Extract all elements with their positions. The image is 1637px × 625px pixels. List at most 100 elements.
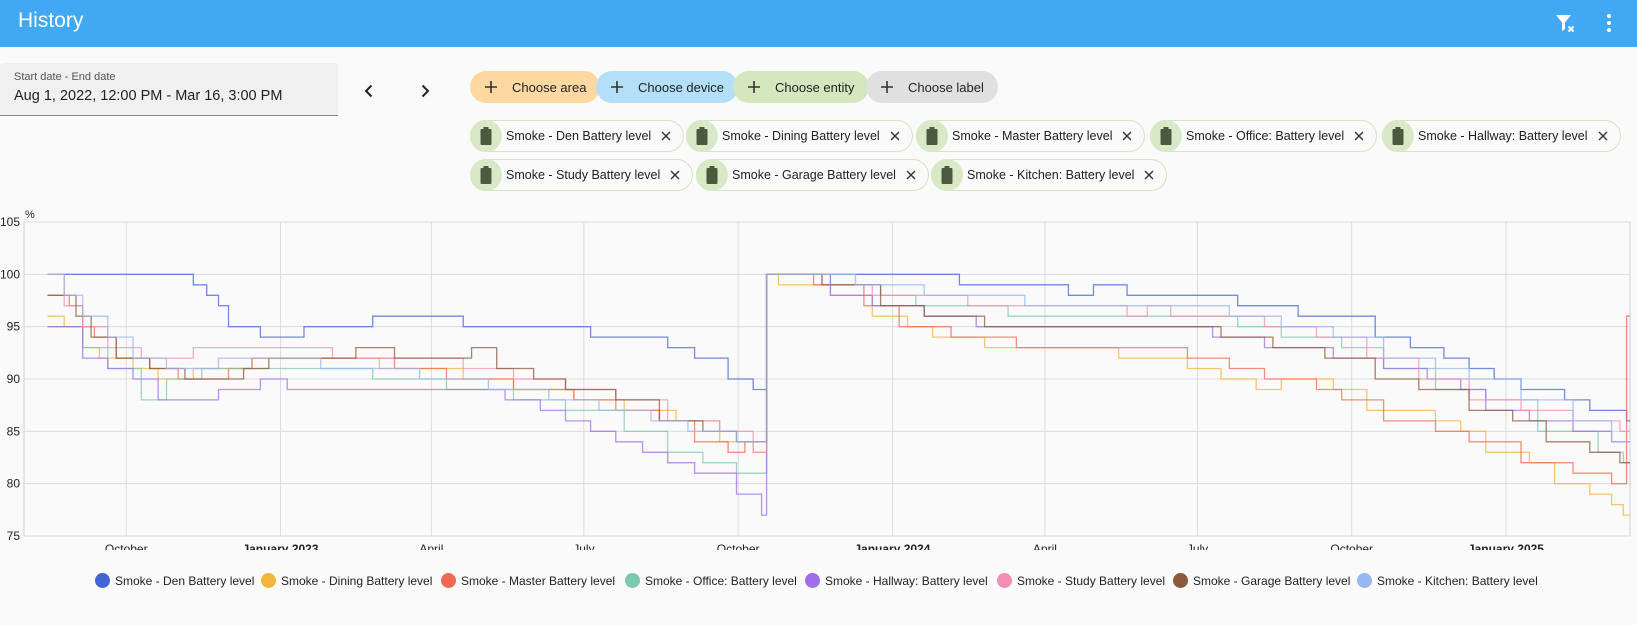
top-app-bar: History bbox=[0, 0, 1637, 47]
chevron-left-icon bbox=[364, 84, 373, 98]
entity-chip-label: Smoke - Study Battery level bbox=[506, 168, 661, 182]
history-chart: 75 80 85 90 95 100 105 % October January 2023 Apri… bbox=[0, 209, 1631, 550]
x-tick-label: July bbox=[1187, 542, 1208, 550]
entity-chip-label: Smoke - Hallway: Battery level bbox=[1418, 129, 1588, 143]
legend-swatch bbox=[997, 573, 1012, 588]
legend-swatch bbox=[625, 573, 640, 588]
more-vert-icon bbox=[1607, 14, 1611, 32]
legend-item[interactable]: Smoke - Office: Battery level bbox=[625, 573, 797, 588]
legend-item[interactable]: Smoke - Dining Battery level bbox=[261, 573, 432, 588]
chooser-choose-area[interactable]: Choose area bbox=[470, 71, 601, 103]
battery-icon bbox=[1382, 120, 1414, 152]
plus-icon bbox=[480, 76, 502, 98]
legend-item[interactable]: Smoke - Kitchen: Battery level bbox=[1357, 573, 1538, 588]
entity-chip[interactable]: Smoke - Dining Battery level bbox=[686, 120, 913, 152]
entity-chip-label: Smoke - Master Battery level bbox=[952, 129, 1113, 143]
plus-icon bbox=[743, 76, 765, 98]
legend-item[interactable]: Smoke - Garage Battery level bbox=[1173, 573, 1350, 588]
series-line bbox=[47, 273, 1630, 516]
next-range-button[interactable] bbox=[409, 75, 441, 107]
legend-item[interactable]: Smoke - Hallway: Battery level bbox=[805, 573, 988, 588]
y-tick-label: 100 bbox=[0, 267, 20, 281]
chooser-label: Choose entity bbox=[775, 79, 855, 95]
close-icon[interactable] bbox=[666, 166, 684, 184]
legend-label: Smoke - Hallway: Battery level bbox=[825, 573, 988, 588]
entity-chip[interactable]: Smoke - Study Battery level bbox=[470, 159, 694, 191]
date-range-value: Aug 1, 2022, 12:00 PM - Mar 16, 3:00 PM bbox=[14, 88, 283, 104]
y-tick-label: 85 bbox=[7, 424, 21, 438]
close-icon[interactable] bbox=[886, 127, 904, 145]
x-tick-label: January 2024 bbox=[854, 542, 930, 550]
legend-swatch bbox=[441, 573, 456, 588]
x-tick-label: October bbox=[105, 542, 148, 550]
date-range-picker[interactable]: Start date - End date Aug 1, 2022, 12:00… bbox=[0, 63, 338, 116]
chooser-label: Choose label bbox=[908, 79, 984, 95]
legend-swatch bbox=[805, 573, 820, 588]
close-icon[interactable] bbox=[1140, 166, 1158, 184]
battery-icon bbox=[916, 120, 948, 152]
series-line bbox=[47, 273, 1630, 453]
entity-chip[interactable]: Smoke - Den Battery level bbox=[470, 120, 685, 152]
battery-icon bbox=[931, 159, 963, 191]
chooser-choose-device[interactable]: Choose device bbox=[596, 71, 738, 103]
entity-chip-label: Smoke - Garage Battery level bbox=[732, 168, 896, 182]
legend-label: Smoke - Kitchen: Battery level bbox=[1377, 573, 1538, 588]
previous-range-button[interactable] bbox=[353, 75, 385, 107]
legend-label: Smoke - Master Battery level bbox=[461, 573, 616, 588]
y-tick-label: 90 bbox=[7, 372, 21, 386]
legend-label: Smoke - Study Battery level bbox=[1017, 573, 1166, 588]
y-tick-label: 80 bbox=[7, 477, 21, 491]
legend-item[interactable]: Smoke - Master Battery level bbox=[441, 573, 615, 588]
chooser-label: Choose device bbox=[638, 79, 724, 95]
entity-chip-label: Smoke - Den Battery level bbox=[506, 129, 652, 143]
legend-label: Smoke - Den Battery level bbox=[115, 573, 255, 588]
chooser-choose-entity[interactable]: Choose entity bbox=[733, 71, 869, 103]
x-tick-label: April bbox=[419, 542, 443, 550]
x-tick-label: July bbox=[573, 542, 594, 550]
entity-chip[interactable]: Smoke - Kitchen: Battery level bbox=[931, 159, 1168, 191]
y-tick-label: 105 bbox=[0, 215, 20, 229]
overflow-menu-button[interactable] bbox=[1592, 6, 1626, 40]
legend-item[interactable]: Smoke - Den Battery level bbox=[95, 573, 254, 588]
close-icon[interactable] bbox=[1594, 127, 1612, 145]
entity-chip[interactable]: Smoke - Master Battery level bbox=[916, 120, 1146, 152]
y-tick-label: 75 bbox=[7, 529, 21, 543]
y-tick-label: 95 bbox=[7, 320, 21, 334]
date-range-label: Start date - End date bbox=[14, 71, 116, 83]
legend-swatch bbox=[1357, 573, 1372, 588]
clear-filter-button[interactable] bbox=[1548, 6, 1582, 40]
legend-swatch bbox=[1173, 573, 1188, 588]
legend-label: Smoke - Garage Battery level bbox=[1193, 573, 1351, 588]
chooser-choose-label[interactable]: Choose label bbox=[866, 71, 998, 103]
series-line bbox=[47, 273, 1630, 474]
chooser-label: Choose area bbox=[512, 79, 587, 95]
x-tick-label: January 2023 bbox=[242, 542, 318, 550]
entity-chip[interactable]: Smoke - Hallway: Battery level bbox=[1382, 120, 1621, 152]
legend-label: Smoke - Office: Battery level bbox=[645, 573, 797, 588]
x-tick-label: January 2025 bbox=[1468, 542, 1544, 550]
entity-chip[interactable]: Smoke - Office: Battery level bbox=[1150, 120, 1378, 152]
legend-swatch bbox=[261, 573, 276, 588]
series-line bbox=[47, 273, 1630, 516]
x-tick-label: October bbox=[1330, 542, 1373, 550]
battery-icon bbox=[686, 120, 718, 152]
entity-chip-label: Smoke - Kitchen: Battery level bbox=[967, 168, 1135, 182]
close-icon[interactable] bbox=[1350, 127, 1368, 145]
series-line bbox=[47, 273, 1630, 443]
entity-chip-label: Smoke - Dining Battery level bbox=[722, 129, 880, 143]
y-axis-unit: % bbox=[25, 209, 35, 221]
legend-label: Smoke - Dining Battery level bbox=[281, 573, 433, 588]
x-tick-label: October bbox=[717, 542, 760, 550]
legend-item[interactable]: Smoke - Study Battery level bbox=[997, 573, 1165, 588]
close-icon[interactable] bbox=[657, 127, 675, 145]
page-title: History bbox=[18, 9, 84, 32]
chevron-right-icon bbox=[421, 84, 430, 98]
legend-swatch bbox=[95, 573, 110, 588]
close-icon[interactable] bbox=[1118, 127, 1136, 145]
battery-icon bbox=[470, 120, 502, 152]
entity-chip-label: Smoke - Office: Battery level bbox=[1186, 129, 1345, 143]
series-line bbox=[47, 273, 1630, 422]
battery-icon bbox=[1150, 120, 1182, 152]
close-icon[interactable] bbox=[902, 166, 920, 184]
entity-chip[interactable]: Smoke - Garage Battery level bbox=[696, 159, 929, 191]
